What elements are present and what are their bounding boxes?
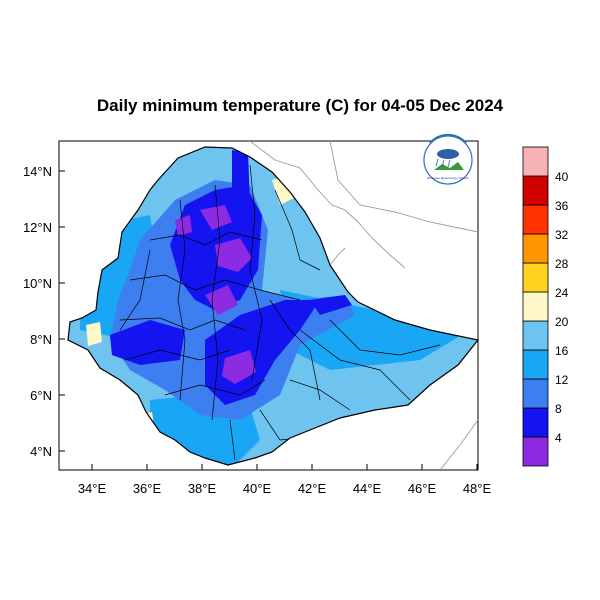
lat-tick-label: 12°N: [23, 220, 52, 235]
colorbar-label: 24: [555, 286, 569, 300]
lon-tick-label: 36°E: [133, 481, 162, 496]
colorbar-label: 12: [555, 373, 569, 387]
colorbar-box: [522, 320, 549, 351]
lat-tick-label: 4°N: [30, 444, 52, 459]
lat-tick-label: 6°N: [30, 388, 52, 403]
lon-tick-label: 44°E: [353, 481, 382, 496]
colorbar-box: [522, 175, 549, 206]
country-outline: [67, 146, 480, 466]
colorbar-box: [522, 146, 549, 177]
axis-ticks: [59, 170, 478, 470]
lon-tick-label: 34°E: [78, 481, 107, 496]
lon-tick-label: 46°E: [408, 481, 437, 496]
colorbar-label: 28: [555, 257, 569, 271]
colorbar-box: [522, 233, 549, 264]
svg-text:Ethiopian Meteorology Institut: Ethiopian Meteorology Institute: [427, 176, 469, 180]
colorbar: [522, 146, 549, 467]
colorbar-box: [522, 349, 549, 380]
lon-tick-label: 38°E: [188, 481, 217, 496]
institute-logo: Ethiopian Meteorology Institute: [423, 133, 473, 185]
admin-boundaries: [119, 164, 441, 461]
lat-tick-label: 8°N: [30, 332, 52, 347]
colorbar-box: [522, 204, 549, 235]
colorbar-label: 36: [555, 199, 569, 213]
colorbar-box: [522, 407, 549, 438]
colorbar-box: [522, 291, 549, 322]
colorbar-box: [522, 378, 549, 409]
colorbar-label: 40: [555, 170, 569, 184]
map-title: Daily minimum temperature (C) for 04-05 …: [96, 96, 504, 115]
lon-tick-label: 48°E: [463, 481, 492, 496]
colorbar-label: 8: [555, 402, 562, 416]
neighbor-borders: [249, 141, 478, 470]
colorbar-label: 32: [555, 228, 569, 242]
colorbar-label: 4: [555, 431, 562, 445]
colorbar-box: [522, 436, 549, 467]
lat-tick-label: 14°N: [23, 164, 52, 179]
colorbar-label: 20: [555, 315, 569, 329]
lon-tick-label: 40°E: [243, 481, 272, 496]
lat-tick-label: 10°N: [23, 276, 52, 291]
colorbar-box: [522, 262, 549, 293]
lon-tick-label: 42°E: [298, 481, 327, 496]
colorbar-label: 16: [555, 344, 569, 358]
